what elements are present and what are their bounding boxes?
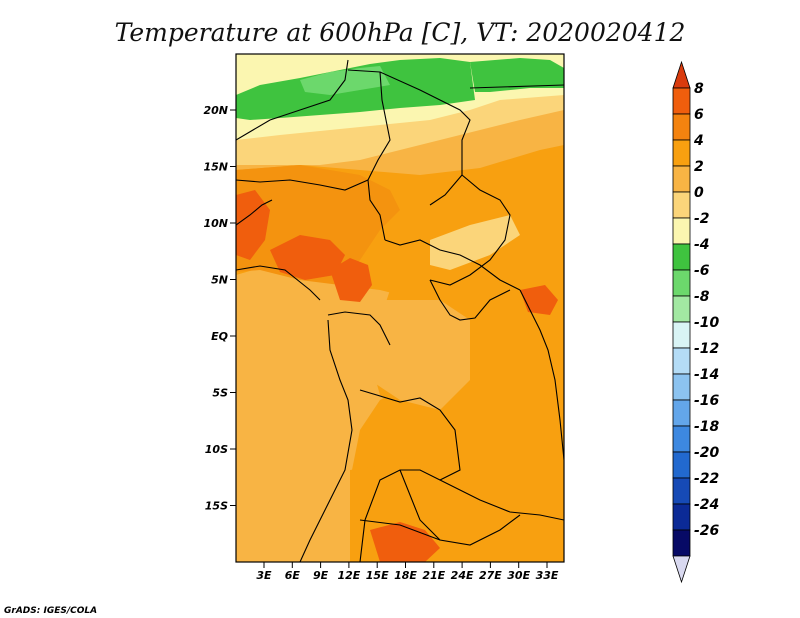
colorbar-swatch — [672, 477, 691, 505]
lat-tick-label: 10N — [203, 217, 228, 230]
colorbar-label: -8 — [694, 289, 710, 305]
colorbar-label: -14 — [694, 367, 719, 383]
lat-tick-label: 5S — [212, 387, 228, 400]
colorbar-swatch — [672, 503, 691, 531]
colorbar-label: -2 — [694, 211, 710, 227]
temp-band-4-to-6-nigeria — [270, 235, 345, 280]
lon-tick-label: 24E — [451, 569, 474, 582]
lon-tick-label: 15E — [366, 569, 389, 582]
temp-band-0-to-2-coast — [236, 325, 350, 562]
colorbar-swatch — [672, 191, 691, 219]
temp-band-0-to-2-congo — [360, 300, 470, 410]
lat-tick-label: 20N — [203, 104, 228, 117]
colorbar-label: -20 — [694, 445, 720, 461]
chart-title: Temperature at 600hPa [C], VT: 202002041… — [115, 18, 686, 47]
lon-tick-label: 12E — [337, 569, 360, 582]
lat-tick-label: EQ — [211, 330, 228, 343]
map-area — [236, 54, 564, 562]
lon-tick-label: 6E — [285, 569, 301, 582]
colorbar-swatch — [672, 139, 691, 167]
map-frame — [235, 53, 565, 563]
lat-tick-label: 5N — [211, 274, 228, 287]
colorbar-swatch — [672, 425, 691, 453]
lat-tick-label: 10S — [205, 443, 228, 456]
colorbar-swatch — [672, 269, 691, 297]
lon-tick-label: 30E — [507, 569, 530, 582]
longitude-axis: 3E 6E 9E 12E 15E 18E 21E 24E 27E 30E 33E — [256, 562, 559, 582]
colorbar-swatch — [672, 217, 691, 245]
colorbar-label: 6 — [694, 107, 704, 123]
lon-tick-label: 27E — [479, 569, 502, 582]
colorbar-swatch — [672, 321, 691, 349]
colorbar-swatch — [672, 87, 691, 115]
latitude-axis: 20N 15N 10N 5N EQ 5S 10S 15S — [203, 104, 236, 513]
colorbar-label: -6 — [694, 263, 710, 279]
colorbar-swatch — [672, 451, 691, 479]
colorbar-label: -10 — [694, 315, 720, 331]
colorbar-label: -24 — [694, 497, 719, 513]
colorbar-swatch — [672, 399, 691, 427]
colorbar-label: 8 — [694, 81, 704, 97]
lon-tick-label: 9E — [313, 569, 329, 582]
colorbar-label: -12 — [694, 341, 719, 357]
grads-footer: GrADS: IGES/COLA — [4, 606, 97, 616]
colorbar-top-arrow — [672, 60, 691, 89]
colorbar-label: -26 — [694, 523, 720, 539]
colorbar-label: 0 — [694, 185, 704, 201]
colorbar-bottom-arrow — [672, 555, 691, 584]
lon-tick-label: 3E — [256, 569, 272, 582]
colorbar-label: -4 — [694, 237, 710, 253]
temp-band-4-to-6-south — [370, 522, 440, 562]
colorbar-label: -18 — [694, 419, 720, 435]
colorbar-swatch — [672, 295, 691, 323]
lon-tick-label: 18E — [394, 569, 417, 582]
colorbar-label: 4 — [693, 133, 704, 149]
lon-tick-label: 33E — [536, 569, 559, 582]
colorbar-swatch — [672, 347, 691, 375]
temp-band-4-to-6-guinea — [236, 190, 270, 260]
temp-band-4-to-6-east — [520, 285, 558, 315]
temp-band-4-to-6-cameroon — [330, 258, 372, 302]
colorbar-swatch — [672, 165, 691, 193]
colorbar: 8 6 4 2 0 -2 -4 -6 -8 -10 -12 -14 -16 -18 -20 -22 -24 -26 — [672, 60, 720, 584]
colorbar-label: 2 — [694, 159, 704, 175]
colorbar-swatch — [672, 113, 691, 141]
temp-band-neg2-to-0-east — [430, 215, 520, 270]
colorbar-swatch — [672, 529, 691, 557]
lon-tick-label: 21E — [422, 569, 445, 582]
lat-tick-label: 15N — [203, 161, 228, 174]
colorbar-swatch — [672, 243, 691, 271]
colorbar-swatch — [672, 373, 691, 401]
colorbar-label: -22 — [694, 471, 719, 487]
colorbar-label: -16 — [694, 393, 720, 409]
country-borders — [236, 59, 564, 562]
temp-band-neg6-to-neg4-east — [470, 58, 564, 92]
lat-tick-label: 15S — [205, 500, 228, 513]
